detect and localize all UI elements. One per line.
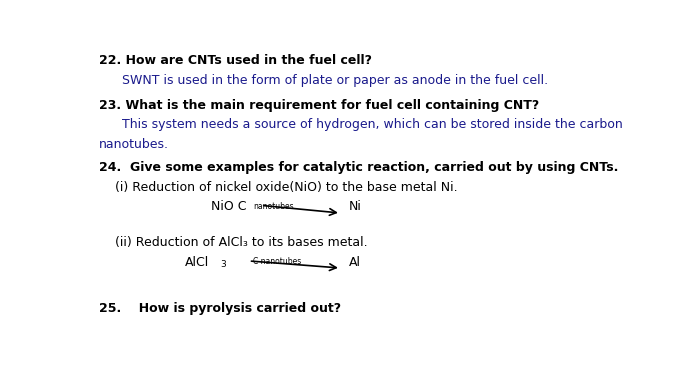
Text: C nanotubes: C nanotubes: [253, 257, 301, 266]
Text: Ni: Ni: [349, 200, 362, 213]
Text: This system needs a source of hydrogen, which can be stored inside the carbon: This system needs a source of hydrogen, …: [122, 118, 623, 131]
Text: 24.  Give some examples for catalytic reaction, carried out by using CNTs.: 24. Give some examples for catalytic rea…: [99, 161, 619, 174]
Text: (ii) Reduction of AlCl₃ to its bases metal.: (ii) Reduction of AlCl₃ to its bases met…: [116, 236, 368, 249]
Text: nanotubes: nanotubes: [253, 202, 294, 211]
Text: 25.    How is pyrolysis carried out?: 25. How is pyrolysis carried out?: [99, 302, 341, 315]
Text: NiO C: NiO C: [211, 200, 247, 213]
Text: AlCl: AlCl: [184, 256, 209, 269]
Text: SWNT is used in the form of plate or paper as anode in the fuel cell.: SWNT is used in the form of plate or pap…: [122, 74, 548, 87]
Text: Al: Al: [349, 256, 361, 269]
Text: nanotubes.: nanotubes.: [99, 138, 169, 151]
Text: 22. How are CNTs used in the fuel cell?: 22. How are CNTs used in the fuel cell?: [99, 54, 372, 67]
Text: 23. What is the main requirement for fuel cell containing CNT?: 23. What is the main requirement for fue…: [99, 98, 539, 111]
Text: (i) Reduction of nickel oxide(NiO) to the base metal Ni.: (i) Reduction of nickel oxide(NiO) to th…: [116, 181, 458, 194]
Text: 3: 3: [220, 260, 226, 269]
